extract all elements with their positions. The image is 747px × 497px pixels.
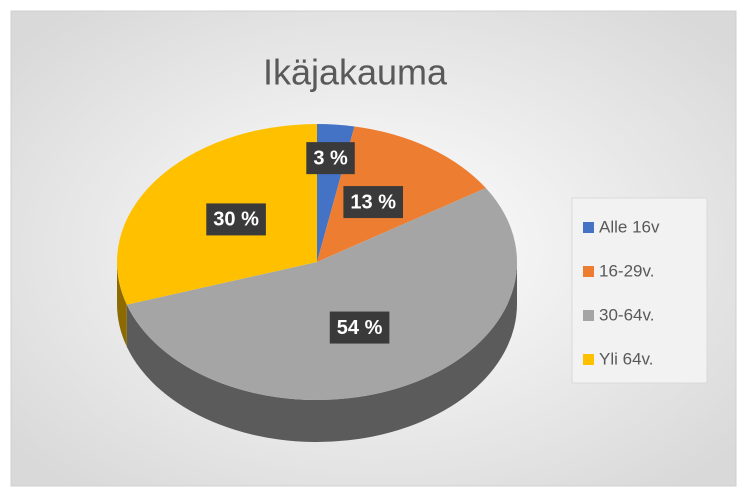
data-label: 30 % bbox=[213, 209, 259, 231]
legend-label: Yli 64v. bbox=[599, 349, 654, 368]
legend-swatch bbox=[583, 354, 594, 365]
data-label: 3 % bbox=[313, 147, 348, 169]
data-label: 13 % bbox=[350, 191, 396, 213]
legend-label: 30-64v. bbox=[599, 305, 654, 324]
data-label-box bbox=[343, 186, 404, 219]
slice-side bbox=[126, 262, 517, 443]
legend-swatch bbox=[583, 222, 594, 233]
data-label: 54 % bbox=[337, 317, 383, 339]
legend bbox=[571, 197, 708, 384]
legend-swatch bbox=[583, 310, 594, 321]
legend-swatch bbox=[583, 266, 594, 277]
chart-title: Ikäjakauma bbox=[263, 52, 448, 93]
data-label-box bbox=[329, 311, 390, 344]
data-label-box bbox=[306, 142, 355, 175]
slice-side bbox=[117, 262, 127, 347]
slice bbox=[126, 188, 517, 401]
legend-label: Alle 16v bbox=[599, 217, 660, 236]
legend-label: 16-29v. bbox=[599, 261, 654, 280]
data-label-box bbox=[206, 203, 266, 236]
